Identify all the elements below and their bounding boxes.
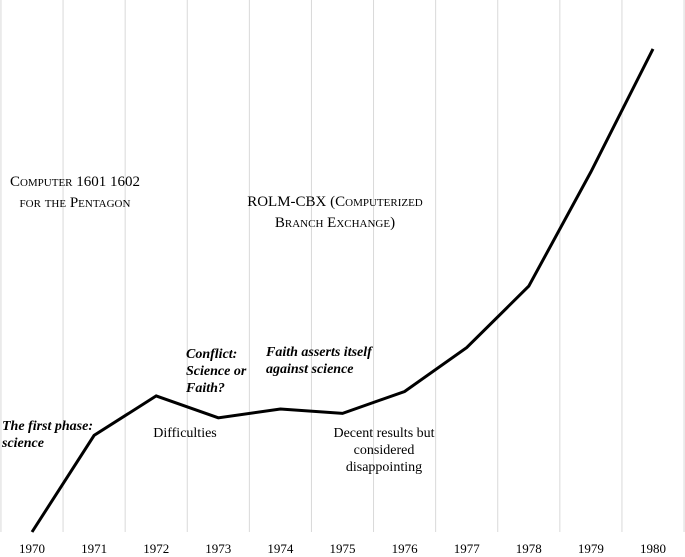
- annotation-rolm-cbx: ROLM-CBX (Computerized Branch Exchange): [247, 194, 423, 231]
- annotation-first-phase: The first phase: science: [2, 419, 93, 451]
- x-tick-label: 1977: [454, 541, 481, 556]
- series-line: [30, 48, 655, 533]
- vertical-gridlines: [0, 0, 685, 532]
- x-tick-label: 1975: [330, 541, 356, 556]
- x-tick-label: 1979: [578, 541, 604, 556]
- x-tick-label: 1970: [19, 541, 45, 556]
- x-tick-label: 1974: [267, 541, 294, 556]
- annotation-decent-results: Decent results but considered disappoint…: [333, 426, 435, 475]
- annotation-faith-asserts: Faith asserts itself against science: [266, 345, 372, 377]
- annotation-computer-pentagon: Computer 1601 1602 for the Pentagon: [9, 174, 141, 211]
- x-tick-label: 1976: [392, 541, 419, 556]
- x-tick-label: 1972: [143, 541, 169, 556]
- annotation-difficulties: Difficulties: [153, 426, 217, 441]
- x-tick-label: 1978: [516, 541, 542, 556]
- x-tick-label: 1973: [205, 541, 231, 556]
- x-tick-label: 1980: [640, 541, 666, 556]
- annotation-conflict: Conflict: Science or Faith?: [186, 347, 247, 396]
- x-axis-tick-labels: 1970 1971 1972 1973 1974 1975 1976 1977 1978 1979…: [19, 541, 666, 556]
- x-tick-label: 1971: [81, 541, 107, 556]
